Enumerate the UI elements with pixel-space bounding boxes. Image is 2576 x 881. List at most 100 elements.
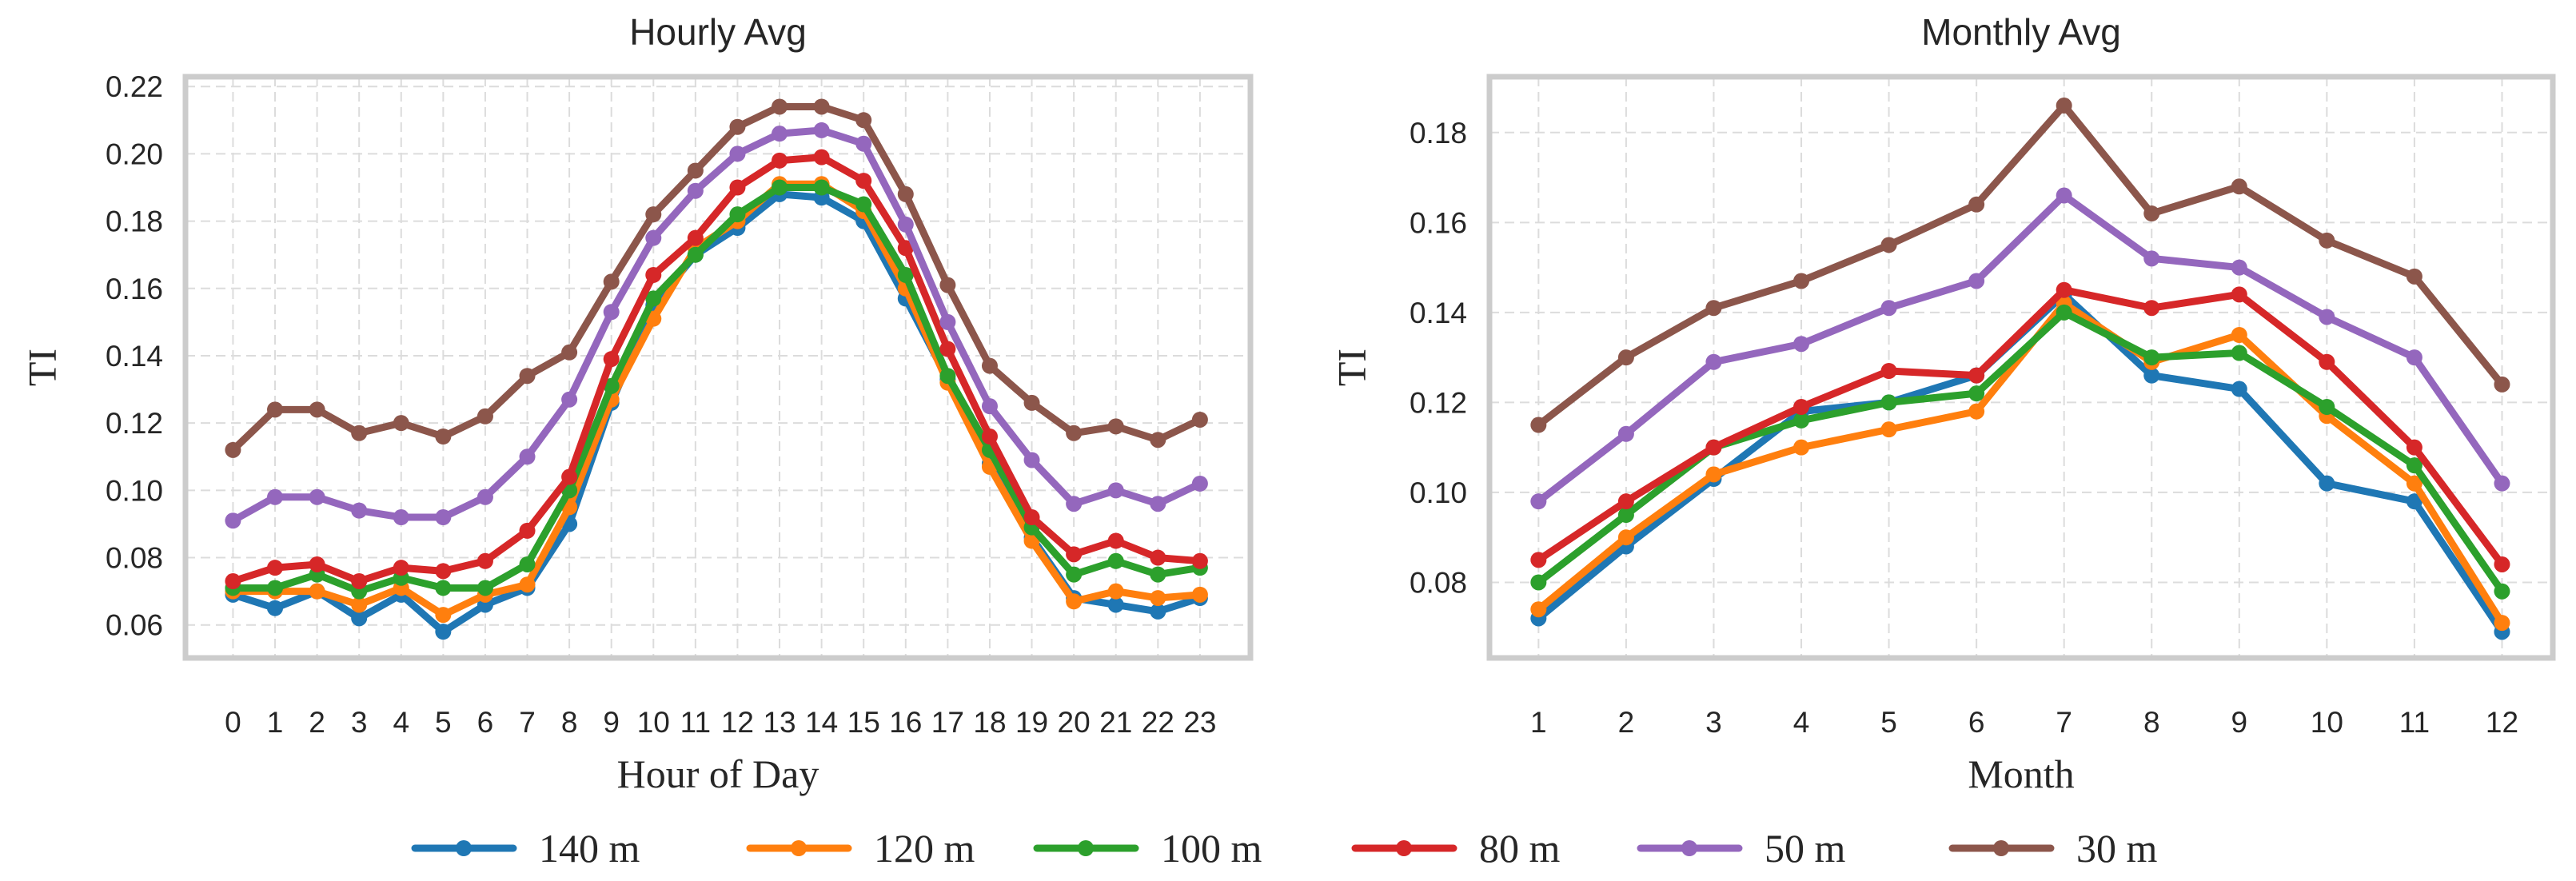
data-point [351, 573, 368, 590]
y-tick-label: 0.10 [106, 474, 163, 507]
data-point [1191, 586, 1208, 603]
data-point [477, 552, 493, 569]
data-point [477, 488, 493, 505]
data-point [435, 624, 452, 640]
data-point [519, 522, 536, 539]
x-tick-label: 18 [973, 706, 1006, 739]
data-point [435, 509, 452, 526]
y-tick-label: 0.18 [106, 205, 163, 238]
x-axis-label: Month [1968, 751, 2074, 796]
chart-title: Monthly Avg [1921, 11, 2121, 53]
data-point [1880, 394, 1897, 411]
x-tick-label: 9 [603, 706, 620, 739]
x-tick-label: 3 [1705, 706, 1722, 739]
data-point [561, 391, 578, 408]
x-tick-label: 1 [267, 706, 284, 739]
data-point [939, 368, 956, 385]
legend-marker [456, 840, 472, 856]
data-point [1107, 418, 1124, 435]
series-30-m [225, 98, 1208, 458]
y-tick-label: 0.14 [106, 340, 163, 373]
x-tick-label: 11 [680, 706, 711, 739]
data-point [813, 179, 830, 196]
data-point [1617, 529, 1634, 546]
legend-label: 120 m [874, 826, 975, 871]
x-tick-label: 0 [225, 706, 241, 739]
data-point [981, 357, 998, 374]
legend-marker [791, 840, 807, 856]
legend-marker [1681, 840, 1697, 856]
data-point [729, 118, 746, 135]
data-point [772, 98, 788, 115]
data-point [855, 196, 872, 213]
x-tick-label: 7 [2056, 706, 2072, 739]
x-tick-label: 19 [1015, 706, 1048, 739]
data-point [435, 563, 452, 580]
data-point [1530, 601, 1547, 618]
data-point [603, 273, 620, 290]
y-axis-label: TI [20, 349, 65, 386]
x-tick-label: 2 [1618, 706, 1635, 739]
series-line [1534, 286, 2506, 568]
data-point [2143, 250, 2160, 267]
legend: 140 m 120 m 100 m 80 m 50 m 30 m [411, 826, 2158, 871]
legend-item: 100 m [1033, 826, 1262, 871]
data-point [2494, 376, 2510, 393]
series-100-m [1530, 304, 2510, 600]
legend-item: 50 m [1637, 826, 1846, 871]
data-point [687, 229, 704, 246]
data-point [1968, 367, 1985, 384]
data-point [477, 408, 493, 425]
data-point [2231, 286, 2247, 303]
legend-label: 50 m [1765, 826, 1846, 871]
x-tick-label: 17 [931, 706, 964, 739]
x-tick-label: 23 [1183, 706, 1216, 739]
x-tick-label: 11 [2399, 706, 2430, 739]
data-point [1880, 363, 1897, 380]
data-point [393, 509, 409, 526]
series-50-m [1530, 187, 2510, 510]
data-point [1107, 482, 1124, 499]
data-point [2406, 268, 2422, 285]
x-tick-label: 4 [393, 706, 409, 739]
y-tick-label: 0.12 [1410, 386, 1467, 419]
x-tick-label: 12 [2486, 706, 2518, 739]
x-tick-label: 8 [2143, 706, 2160, 739]
data-point [939, 277, 956, 293]
data-point [2319, 232, 2335, 249]
data-point [1617, 493, 1634, 510]
data-point [939, 313, 956, 330]
legend-label: 30 m [2076, 826, 2158, 871]
data-point [2494, 475, 2510, 492]
data-point [1530, 552, 1547, 568]
data-point [393, 415, 409, 432]
data-point [2406, 457, 2422, 474]
data-point [267, 600, 284, 616]
x-tick-label: 6 [477, 706, 494, 739]
data-point [1107, 532, 1124, 549]
y-tick-label: 0.08 [106, 542, 163, 575]
data-point [2231, 178, 2247, 195]
data-point [1191, 411, 1208, 428]
data-point [2231, 381, 2247, 397]
data-point [1880, 300, 1897, 317]
data-point [1793, 399, 1810, 416]
data-point [729, 206, 746, 223]
data-point [1066, 546, 1083, 563]
y-tick-label: 0.20 [106, 138, 163, 170]
legend-item: 140 m [411, 826, 640, 871]
data-point [1880, 237, 1897, 253]
data-point [1150, 603, 1166, 620]
data-point [1793, 439, 1810, 456]
x-tick-label: 9 [2231, 706, 2248, 739]
x-tick-label: 12 [721, 706, 754, 739]
data-point [813, 122, 830, 138]
data-point [645, 266, 662, 283]
y-tick-label: 0.10 [1410, 476, 1467, 509]
y-axis-label: TI [1330, 349, 1374, 386]
data-point [435, 429, 452, 445]
data-point [2494, 615, 2510, 632]
series-50-m [225, 122, 1208, 529]
data-point [2231, 326, 2247, 343]
y-tick-label: 0.22 [106, 70, 163, 103]
